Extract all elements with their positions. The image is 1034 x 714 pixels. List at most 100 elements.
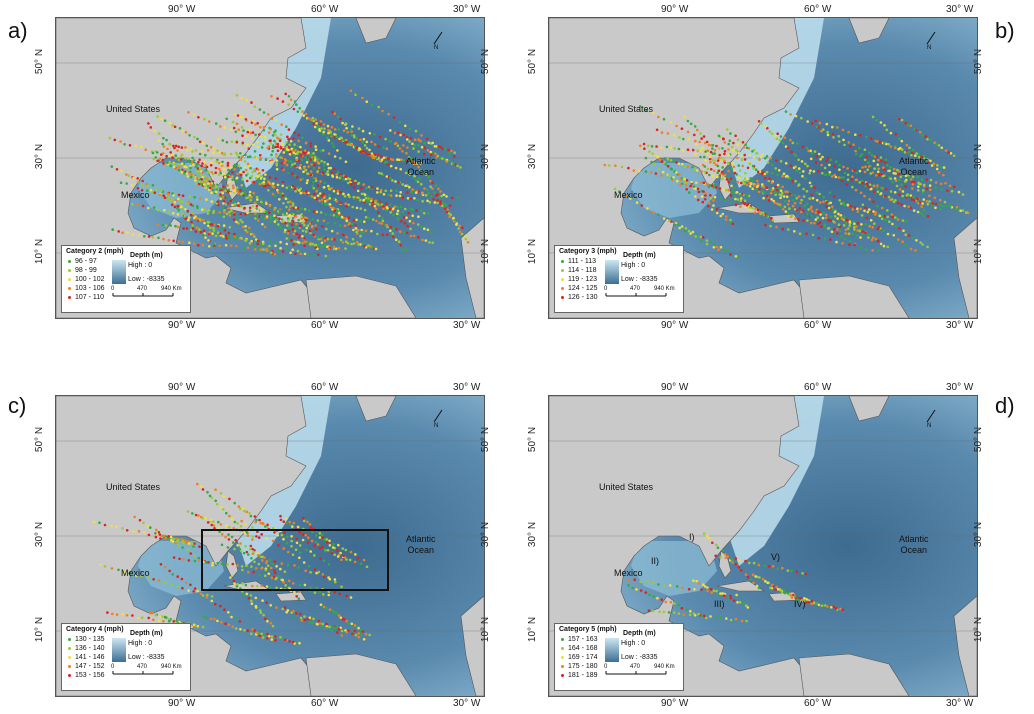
storm-track-point xyxy=(246,155,250,159)
storm-track-point xyxy=(294,215,298,218)
storm-track-point xyxy=(685,188,688,191)
storm-track-point xyxy=(192,623,196,627)
storm-track-point xyxy=(781,185,784,189)
storm-track-point xyxy=(370,103,374,107)
label-mexico: Mexico xyxy=(614,568,643,578)
storm-track-point xyxy=(385,233,389,236)
storm-track-point xyxy=(844,232,847,235)
storm-track-point xyxy=(757,190,761,194)
map-canvas xyxy=(549,18,977,318)
storm-track-point xyxy=(212,243,215,246)
storm-track-point xyxy=(236,189,239,193)
storm-track-point xyxy=(214,232,217,235)
storm-track-point xyxy=(375,156,379,160)
storm-track-point xyxy=(907,205,910,209)
storm-track-point xyxy=(345,619,349,623)
storm-track-point xyxy=(236,522,239,525)
storm-track-point xyxy=(392,227,396,231)
storm-track-point xyxy=(240,126,244,129)
storm-track-point xyxy=(194,513,198,517)
storm-track-point xyxy=(320,198,324,202)
storm-track-point xyxy=(402,158,406,162)
storm-track-point xyxy=(697,582,701,585)
storm-track-point xyxy=(646,580,649,583)
storm-track-point xyxy=(703,585,707,588)
storm-track-point xyxy=(729,618,733,622)
storm-track-point xyxy=(876,170,880,174)
storm-track-point xyxy=(239,152,242,155)
storm-track-point xyxy=(273,194,277,198)
storm-track-point xyxy=(162,145,166,148)
storm-track-point xyxy=(295,541,299,545)
storm-track-point xyxy=(860,214,864,217)
storm-track-point xyxy=(292,609,295,613)
land-mass xyxy=(798,275,910,318)
storm-track-point xyxy=(678,173,681,177)
storm-track-point xyxy=(188,195,192,198)
storm-track-point xyxy=(712,186,716,189)
storm-track-point xyxy=(398,194,402,198)
storm-track-point xyxy=(707,204,710,208)
storm-track-point xyxy=(940,146,944,150)
storm-track-point xyxy=(352,242,356,245)
storm-track-point xyxy=(721,166,724,169)
storm-track-point xyxy=(939,198,942,202)
storm-track-point xyxy=(317,570,321,574)
storm-track-point xyxy=(184,146,187,149)
storm-track-point xyxy=(443,203,447,206)
storm-track-point xyxy=(429,150,433,154)
storm-track-point xyxy=(176,225,180,229)
storm-track-point xyxy=(929,138,932,142)
storm-track-point xyxy=(712,199,715,202)
storm-track-point xyxy=(775,137,779,141)
storm-track-point xyxy=(220,506,223,509)
storm-track-point xyxy=(815,198,819,202)
map-panel-b: United States Mexico Atlantic Ocean N Categor… xyxy=(500,0,1020,340)
storm-track-point xyxy=(788,207,791,210)
storm-track-point xyxy=(119,181,123,184)
storm-track-point xyxy=(885,128,889,132)
storm-track-point xyxy=(802,187,805,191)
storm-track-point xyxy=(245,98,249,102)
storm-track-point xyxy=(429,185,432,188)
storm-track-point xyxy=(728,139,732,143)
storm-track-point xyxy=(313,196,317,200)
storm-track-point xyxy=(744,171,747,175)
storm-track-point xyxy=(651,580,655,584)
storm-track-point xyxy=(436,199,439,202)
storm-track-point xyxy=(264,158,268,161)
storm-track-point xyxy=(790,569,793,573)
storm-track-point xyxy=(420,134,423,137)
storm-track-point xyxy=(843,203,846,207)
storm-track-point xyxy=(262,633,266,637)
storm-track-point xyxy=(911,148,915,152)
storm-track-point xyxy=(705,239,709,242)
storm-track-point xyxy=(684,165,687,168)
storm-track-point xyxy=(794,217,797,220)
storm-track-point xyxy=(431,187,434,190)
storm-track-point xyxy=(223,608,226,611)
storm-track-point xyxy=(286,231,290,235)
storm-track-point xyxy=(231,203,234,207)
storm-track-point xyxy=(876,184,879,187)
storm-track-point xyxy=(249,213,253,217)
storm-track-point xyxy=(320,201,324,205)
storm-track-point xyxy=(667,174,671,177)
storm-track-point xyxy=(149,526,152,529)
storm-track-point xyxy=(669,146,673,149)
storm-track-point xyxy=(287,95,291,98)
storm-track-point xyxy=(271,192,275,196)
storm-track-point xyxy=(233,501,236,505)
storm-track-point xyxy=(279,133,283,136)
storm-track-point xyxy=(767,199,771,202)
storm-track-point xyxy=(280,167,284,170)
storm-track-point xyxy=(245,174,248,177)
storm-track-point xyxy=(322,130,326,134)
storm-track-point xyxy=(303,252,307,256)
storm-track-point xyxy=(930,164,934,167)
storm-track-point xyxy=(224,622,227,625)
storm-track-point xyxy=(394,180,397,183)
storm-track-point xyxy=(282,520,286,523)
storm-track-point xyxy=(237,128,240,131)
storm-track-point xyxy=(448,151,451,155)
